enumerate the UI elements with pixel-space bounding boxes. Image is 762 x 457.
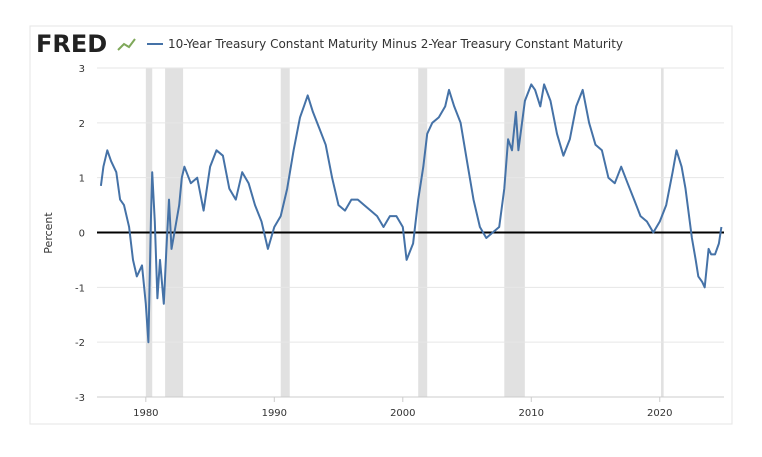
logo-icon (117, 38, 136, 51)
x-tick-label: 2010 (519, 408, 544, 419)
x-tick-label: 2020 (647, 408, 672, 419)
x-tick-label: 1990 (262, 408, 287, 419)
x-tick-label: 1980 (133, 408, 158, 419)
series-line (99, 83, 723, 344)
y-tick-label: 1 (79, 174, 85, 185)
y-tick-label: 0 (79, 229, 85, 240)
y-tick-label: -1 (75, 283, 85, 294)
chart-frame (29, 25, 733, 425)
legend-label: 10-Year Treasury Constant Maturity Minus… (168, 37, 623, 51)
logo: FRED (36, 30, 107, 58)
y-tick-label: -2 (75, 338, 85, 349)
y-tick-label: -3 (75, 393, 85, 404)
y-axis-label: Percent (42, 212, 55, 254)
y-tick-label: 2 (79, 119, 85, 130)
x-tick-label: 2000 (390, 408, 415, 419)
y-tick-label: 3 (79, 64, 85, 75)
